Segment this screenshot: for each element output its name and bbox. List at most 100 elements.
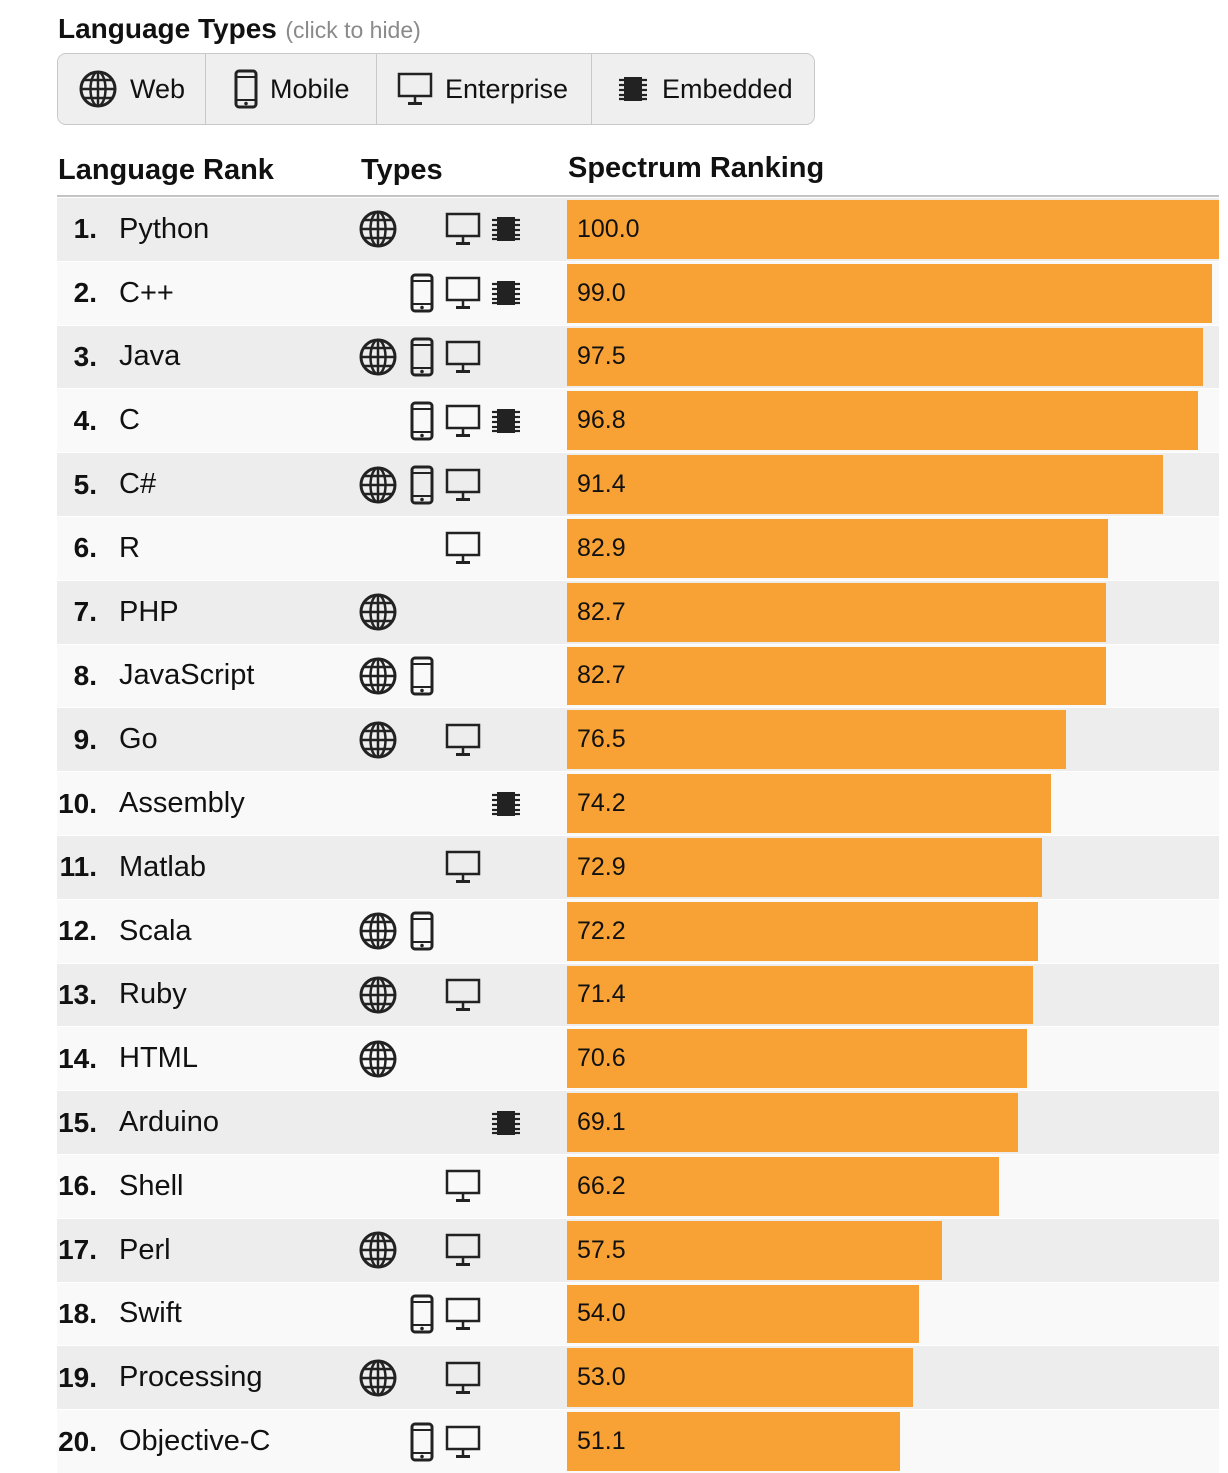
bar-track: 54.0 bbox=[567, 1284, 1219, 1344]
monitor-icon bbox=[445, 1233, 481, 1267]
bar-track: 57.5 bbox=[567, 1220, 1219, 1280]
chip-icon bbox=[489, 212, 523, 246]
rank-number: 1. bbox=[73, 213, 97, 245]
filter-enterprise-button[interactable]: Enterprise bbox=[377, 54, 592, 124]
language-name: Matlab bbox=[119, 850, 207, 883]
language-name: Processing bbox=[119, 1361, 263, 1394]
table-row[interactable]: 1. Python 100.0 bbox=[57, 197, 1219, 261]
table-row[interactable]: 17. Perl 57.5 bbox=[57, 1217, 1219, 1282]
table-row[interactable]: 15. Arduino 69.1 bbox=[57, 1090, 1219, 1154]
ranking-value-label: 57.5 bbox=[577, 1235, 626, 1264]
ranking-bar[interactable] bbox=[567, 263, 1213, 323]
table-row[interactable]: 5. C# 91.4 bbox=[57, 452, 1219, 516]
ranking-bar[interactable] bbox=[567, 582, 1107, 642]
table-row[interactable]: 2. C++ 99.0 bbox=[57, 260, 1219, 325]
bar-track: 66.2 bbox=[567, 1156, 1219, 1216]
ranking-bar[interactable] bbox=[567, 710, 1066, 770]
rank-number: 5. bbox=[73, 468, 97, 500]
ranking-bar[interactable] bbox=[567, 518, 1108, 578]
language-name: Swift bbox=[119, 1297, 182, 1330]
ranking-bar[interactable] bbox=[567, 455, 1163, 514]
language-types-title[interactable]: Language Types bbox=[58, 13, 277, 44]
chip-icon bbox=[489, 404, 523, 438]
table-row[interactable]: 10. Assembly 74.2 bbox=[57, 771, 1219, 835]
table-row[interactable]: 13. Ruby 71.4 bbox=[57, 962, 1219, 1027]
table-row[interactable]: 18. Swift 54.0 bbox=[57, 1281, 1219, 1346]
bar-track: 97.5 bbox=[567, 327, 1219, 387]
globe-icon bbox=[358, 656, 398, 696]
table-row[interactable]: 3. Java 97.5 bbox=[57, 324, 1219, 389]
language-types-header[interactable]: Language Types (click to hide) bbox=[58, 12, 421, 46]
bar-track: 74.2 bbox=[567, 774, 1219, 833]
ranking-value-label: 99.0 bbox=[577, 278, 626, 307]
table-row[interactable]: 14. HTML 70.6 bbox=[57, 1026, 1219, 1091]
globe-icon bbox=[358, 209, 398, 249]
ranking-bar[interactable] bbox=[567, 327, 1203, 387]
language-name: Shell bbox=[119, 1169, 184, 1202]
bar-track: 91.4 bbox=[567, 455, 1219, 514]
globe-icon bbox=[358, 1358, 398, 1398]
language-name: C# bbox=[119, 468, 157, 501]
ranking-bar[interactable] bbox=[567, 774, 1051, 833]
globe-icon bbox=[358, 720, 398, 760]
ranking-bar[interactable] bbox=[567, 1412, 901, 1471]
rank-number: 12. bbox=[58, 915, 97, 947]
ranking-value-label: 54.0 bbox=[577, 1299, 626, 1328]
monitor-icon bbox=[397, 72, 433, 106]
bar-track: 100.0 bbox=[567, 200, 1219, 259]
bar-track: 72.2 bbox=[567, 901, 1219, 961]
ranking-bar[interactable] bbox=[567, 901, 1038, 961]
globe-icon bbox=[78, 69, 118, 109]
table-row[interactable]: 6. R 82.9 bbox=[57, 515, 1219, 580]
ranking-bar[interactable] bbox=[567, 646, 1107, 706]
ranking-value-label: 74.2 bbox=[577, 789, 626, 818]
monitor-icon bbox=[445, 1297, 481, 1331]
ranking-bar[interactable] bbox=[567, 1029, 1028, 1089]
ranking-value-label: 72.9 bbox=[577, 852, 626, 881]
chip-icon bbox=[616, 72, 650, 106]
table-row[interactable]: 4. C 96.8 bbox=[57, 388, 1219, 453]
filter-embedded-button[interactable]: Embedded bbox=[592, 54, 814, 124]
ranking-bar[interactable] bbox=[567, 965, 1033, 1025]
ranking-bar[interactable] bbox=[567, 391, 1199, 451]
table-row[interactable]: 9. Go 76.5 bbox=[57, 707, 1219, 772]
language-types-hint[interactable]: (click to hide) bbox=[285, 17, 421, 43]
rank-number: 14. bbox=[58, 1042, 97, 1074]
table-row[interactable]: 20. Objective-C 51.1 bbox=[57, 1409, 1219, 1473]
column-header-spectrum-ranking: Spectrum Ranking bbox=[568, 152, 825, 184]
ranking-bar[interactable] bbox=[567, 1220, 942, 1280]
globe-icon bbox=[358, 592, 398, 632]
ranking-bar[interactable] bbox=[567, 1284, 920, 1344]
bar-track: 96.8 bbox=[567, 391, 1219, 451]
table-row[interactable]: 12. Scala 72.2 bbox=[57, 898, 1219, 963]
ranking-bar[interactable] bbox=[567, 837, 1043, 897]
ranking-bar[interactable] bbox=[567, 200, 1219, 259]
language-name: Objective-C bbox=[119, 1425, 271, 1458]
ranking-bar[interactable] bbox=[567, 1156, 999, 1216]
table-row[interactable]: 7. PHP 82.7 bbox=[57, 579, 1219, 644]
filter-web-button[interactable]: Web bbox=[58, 54, 206, 124]
rank-number: 2. bbox=[73, 277, 97, 309]
table-row[interactable]: 8. JavaScript 82.7 bbox=[57, 643, 1219, 708]
bar-track: 82.9 bbox=[567, 518, 1219, 578]
language-name: Scala bbox=[119, 914, 192, 947]
table-row[interactable]: 11. Matlab 72.9 bbox=[57, 834, 1219, 899]
monitor-icon bbox=[445, 404, 481, 438]
ranking-bar[interactable] bbox=[567, 1093, 1018, 1152]
phone-icon bbox=[234, 69, 258, 109]
column-header-language-rank: Language Rank bbox=[58, 154, 274, 186]
language-name: Perl bbox=[119, 1233, 171, 1266]
rank-number: 6. bbox=[73, 532, 97, 564]
language-name: Ruby bbox=[119, 978, 187, 1011]
table-row[interactable]: 16. Shell 66.2 bbox=[57, 1153, 1219, 1218]
table-row[interactable]: 19. Processing 53.0 bbox=[57, 1345, 1219, 1410]
ranking-bar[interactable] bbox=[567, 1348, 913, 1408]
rank-number: 8. bbox=[73, 659, 97, 691]
phone-icon bbox=[410, 465, 434, 505]
bar-track: 70.6 bbox=[567, 1029, 1219, 1089]
language-name: Assembly bbox=[119, 787, 245, 820]
rank-number: 20. bbox=[58, 1425, 97, 1457]
monitor-icon bbox=[445, 1361, 481, 1395]
filter-mobile-button[interactable]: Mobile bbox=[206, 54, 377, 124]
phone-icon bbox=[410, 337, 434, 377]
